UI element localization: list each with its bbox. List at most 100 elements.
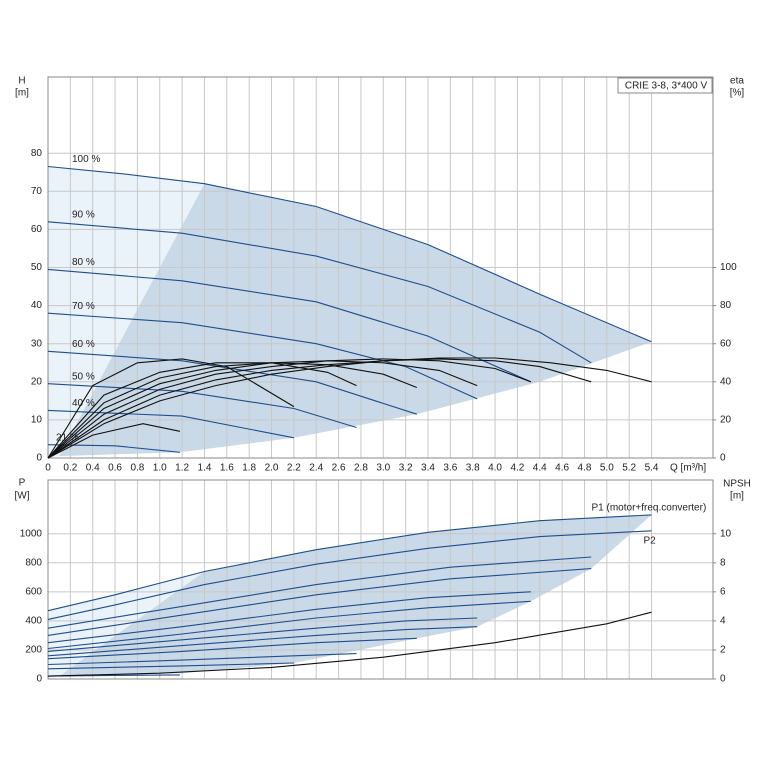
curve — [47, 617, 478, 652]
y2-axis-title: NPSH — [723, 479, 751, 490]
y2-tick-label: 0 — [720, 453, 726, 464]
x-tick-label: 3.4 — [421, 463, 435, 474]
x-tick-label: 4.8 — [578, 463, 592, 474]
curve — [47, 444, 180, 453]
curve-label: 100 % — [72, 154, 100, 165]
x-tick-label: 0.4 — [86, 463, 100, 474]
curve — [47, 530, 652, 620]
curve — [47, 637, 417, 660]
x-tick-label: 3.2 — [399, 463, 413, 474]
y-tick-label: 80 — [31, 148, 43, 159]
plot-frame — [47, 479, 714, 680]
curve — [47, 626, 478, 657]
curve-label: 70 % — [72, 301, 95, 312]
y-tick-label: 0 — [36, 453, 42, 464]
secondary-curve — [47, 423, 181, 459]
y-axis-unit: [m] — [15, 88, 29, 99]
curve — [47, 350, 417, 415]
x-tick-label: 2.4 — [309, 463, 323, 474]
curve — [47, 591, 531, 644]
x-axis-title: Q [m³/h] — [670, 463, 706, 474]
y-axis-title: H — [18, 76, 25, 87]
x-tick-label: 4.0 — [488, 463, 502, 474]
x-tick-label: 2.6 — [332, 463, 346, 474]
plot-frame — [47, 76, 714, 459]
y-tick-label: 600 — [25, 586, 42, 597]
x-tick-label: 1.0 — [153, 463, 167, 474]
operating-region — [59, 514, 652, 677]
curve — [47, 556, 592, 629]
y2-tick-label: 10 — [720, 528, 732, 539]
x-tick-label: 1.2 — [175, 463, 189, 474]
info-box-text: CRIE 3-8, 3*400 V — [625, 81, 708, 92]
curve-label: P2 — [644, 535, 657, 546]
x-tick-label: 1.8 — [242, 463, 256, 474]
secondary-curve — [47, 362, 357, 459]
y-tick-label: 40 — [31, 300, 43, 311]
x-tick-label: 4.6 — [555, 463, 569, 474]
y-axis-unit: [W] — [15, 491, 30, 502]
x-tick-label: 3.0 — [376, 463, 390, 474]
y-tick-label: 30 — [31, 338, 43, 349]
x-tick-label: 5.2 — [622, 463, 636, 474]
y2-tick-label: 20 — [720, 415, 732, 426]
y-tick-label: 200 — [25, 645, 42, 656]
y2-tick-label: 4 — [720, 616, 726, 627]
curve — [47, 409, 295, 439]
y-tick-label: 60 — [31, 224, 43, 235]
y-tick-label: 0 — [36, 674, 42, 685]
curve — [47, 653, 357, 666]
secondary-curve — [47, 611, 652, 677]
x-tick-label: 2.0 — [265, 463, 279, 474]
y-tick-label: 50 — [31, 262, 43, 273]
x-tick-label: 0 — [45, 463, 51, 474]
curve-label: 90 % — [72, 209, 95, 220]
y2-tick-label: 8 — [720, 557, 726, 568]
y2-tick-label: 40 — [720, 376, 732, 387]
curve-label: P1 (motor+freq.converter) — [592, 503, 707, 514]
x-tick-label: 4.2 — [510, 463, 524, 474]
x-tick-label: 5.0 — [600, 463, 614, 474]
curve — [47, 600, 531, 650]
y2-tick-label: 80 — [720, 300, 732, 311]
curve — [47, 312, 478, 400]
curve-label: 40 % — [72, 398, 95, 409]
x-tick-label: 3.8 — [466, 463, 480, 474]
curve — [47, 383, 357, 429]
secondary-curve — [47, 357, 652, 459]
y2-tick-label: 6 — [720, 586, 726, 597]
y2-tick-label: 60 — [720, 338, 732, 349]
y2-tick-label: 100 — [720, 262, 737, 273]
y-tick-label: 70 — [31, 186, 43, 197]
y-tick-label: 10 — [31, 415, 43, 426]
operating-region — [48, 571, 205, 679]
y2-axis-unit: [m] — [730, 491, 744, 502]
y-tick-label: 800 — [25, 557, 42, 568]
x-tick-label: 2.2 — [287, 463, 301, 474]
y2-tick-label: 0 — [720, 674, 726, 685]
y2-axis-title: eta — [730, 76, 744, 87]
x-tick-label: 5.4 — [645, 463, 659, 474]
x-tick-label: 2.8 — [354, 463, 368, 474]
curve — [47, 268, 532, 383]
y2-tick-label: 2 — [720, 645, 726, 656]
curve — [47, 165, 652, 343]
x-tick-label: 4.4 — [533, 463, 547, 474]
curve — [47, 514, 652, 612]
x-tick-label: 1.4 — [198, 463, 212, 474]
x-tick-label: 0.6 — [108, 463, 122, 474]
secondary-curve — [47, 358, 295, 459]
curve-label: 50 % — [72, 371, 95, 382]
y-tick-label: 20 — [31, 376, 43, 387]
y-tick-label: 1000 — [20, 528, 43, 539]
curve — [47, 221, 592, 364]
curve — [47, 662, 294, 670]
x-tick-label: 1.6 — [220, 463, 234, 474]
curve-label: 60 % — [72, 339, 95, 350]
curve-label: 80 % — [72, 257, 95, 268]
x-tick-label: 0.8 — [130, 463, 144, 474]
secondary-curve — [47, 362, 418, 459]
info-box — [617, 77, 713, 94]
x-tick-label: 0.2 — [63, 463, 77, 474]
operating-region — [48, 166, 205, 458]
